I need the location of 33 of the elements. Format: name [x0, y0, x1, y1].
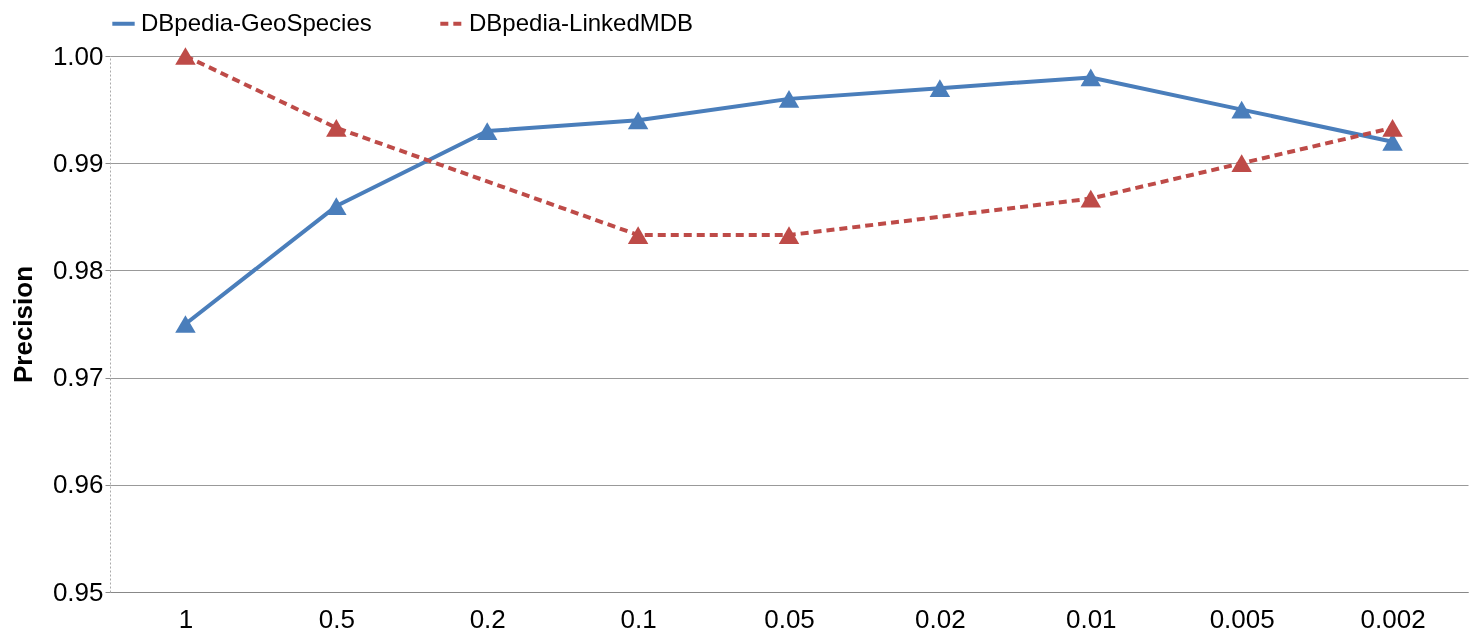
- point: [175, 47, 196, 65]
- y-axis-title: Precision: [7, 265, 38, 384]
- point: [627, 226, 649, 244]
- point: [1231, 100, 1252, 119]
- y-tick-label: 0.99: [52, 147, 104, 178]
- y-tick-label: 0.97: [52, 362, 104, 393]
- x-tick-label: 0.01: [1065, 603, 1117, 634]
- x-tick-label: 0.2: [469, 603, 506, 634]
- point: [326, 197, 347, 215]
- x-tick-label: 0.1: [620, 603, 657, 634]
- y-tick-label: 1.00: [52, 40, 104, 71]
- x-tick-label: 0.02: [915, 603, 966, 634]
- point: [627, 111, 649, 130]
- point: [326, 118, 347, 137]
- y-tick-label: 0.96: [52, 469, 104, 500]
- point: [1080, 189, 1102, 208]
- y-tick-label: 0.95: [52, 576, 104, 607]
- point: [1231, 154, 1252, 173]
- legend-label: DBpedia-GeoSpecies: [141, 8, 372, 36]
- x-tick-label: 0.005: [1209, 603, 1275, 634]
- point: [476, 122, 498, 140]
- point: [175, 315, 196, 333]
- x-tick-label: 0.05: [764, 603, 815, 634]
- x-tick-label: 1: [178, 603, 194, 634]
- legend-label: DBpedia-LinkedMDB: [469, 8, 694, 36]
- point: [778, 226, 800, 244]
- x-tick-label: 0.002: [1360, 603, 1426, 634]
- x-tick-label: 0.5: [318, 603, 355, 634]
- point: [1382, 118, 1403, 137]
- y-tick-label: 0.98: [52, 254, 104, 285]
- point: [1080, 68, 1102, 87]
- point: [929, 79, 951, 98]
- point: [778, 90, 800, 108]
